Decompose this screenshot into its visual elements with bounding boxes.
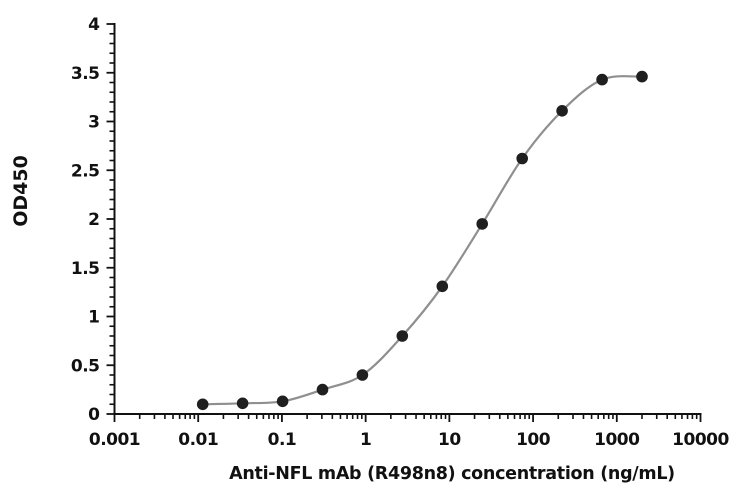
- y-tick-label: 2.5: [71, 161, 100, 181]
- x-tick-label: 0.1: [268, 430, 297, 450]
- data-series: [196, 70, 648, 411]
- axis-ticks: [106, 23, 702, 422]
- x-axis-title: Anti-NFL mAb (R498n8) concentration (ng/…: [229, 464, 675, 484]
- y-tick-label: 3: [88, 113, 99, 133]
- y-tick-label: 1.5: [71, 259, 100, 279]
- x-tick-label: 0.01: [178, 430, 218, 450]
- y-tick-label: 0.5: [71, 356, 100, 376]
- y-tick-label: 4: [88, 15, 100, 35]
- data-point: [596, 73, 608, 86]
- data-point: [476, 218, 489, 230]
- y-tick-label: 2: [88, 210, 99, 230]
- data-point: [276, 395, 289, 408]
- tick-labels: 0 0.5 1 1.5 2 2.5 3 3.5 4 0.001 0.01 0.1 1 10 100 1000 1…: [71, 15, 730, 450]
- x-tick-label: 1: [360, 430, 371, 450]
- y-tick-label: 1: [88, 308, 99, 328]
- x-tick-label: 0.001: [89, 430, 140, 450]
- fit-curve: [202, 75, 643, 406]
- data-point: [436, 280, 449, 293]
- data-point: [396, 330, 409, 342]
- axis-spines: [113, 23, 702, 415]
- y-tick-label: 3.5: [71, 64, 100, 84]
- x-tick-label: 100: [516, 430, 551, 450]
- data-point: [516, 152, 528, 165]
- axis-spines-path: [113, 23, 702, 415]
- x-tick-label: 10: [438, 430, 461, 450]
- data-point: [316, 383, 329, 396]
- x-tick-label: 1000: [594, 430, 640, 450]
- y-tick-label: 0: [88, 405, 100, 425]
- data-point: [356, 369, 369, 381]
- data-point: [556, 105, 568, 117]
- y-axis-title: OD450: [10, 155, 32, 227]
- x-tick-label: 10000: [672, 430, 729, 450]
- data-point: [236, 397, 249, 410]
- data-point: [196, 398, 209, 411]
- data-point: [636, 70, 648, 83]
